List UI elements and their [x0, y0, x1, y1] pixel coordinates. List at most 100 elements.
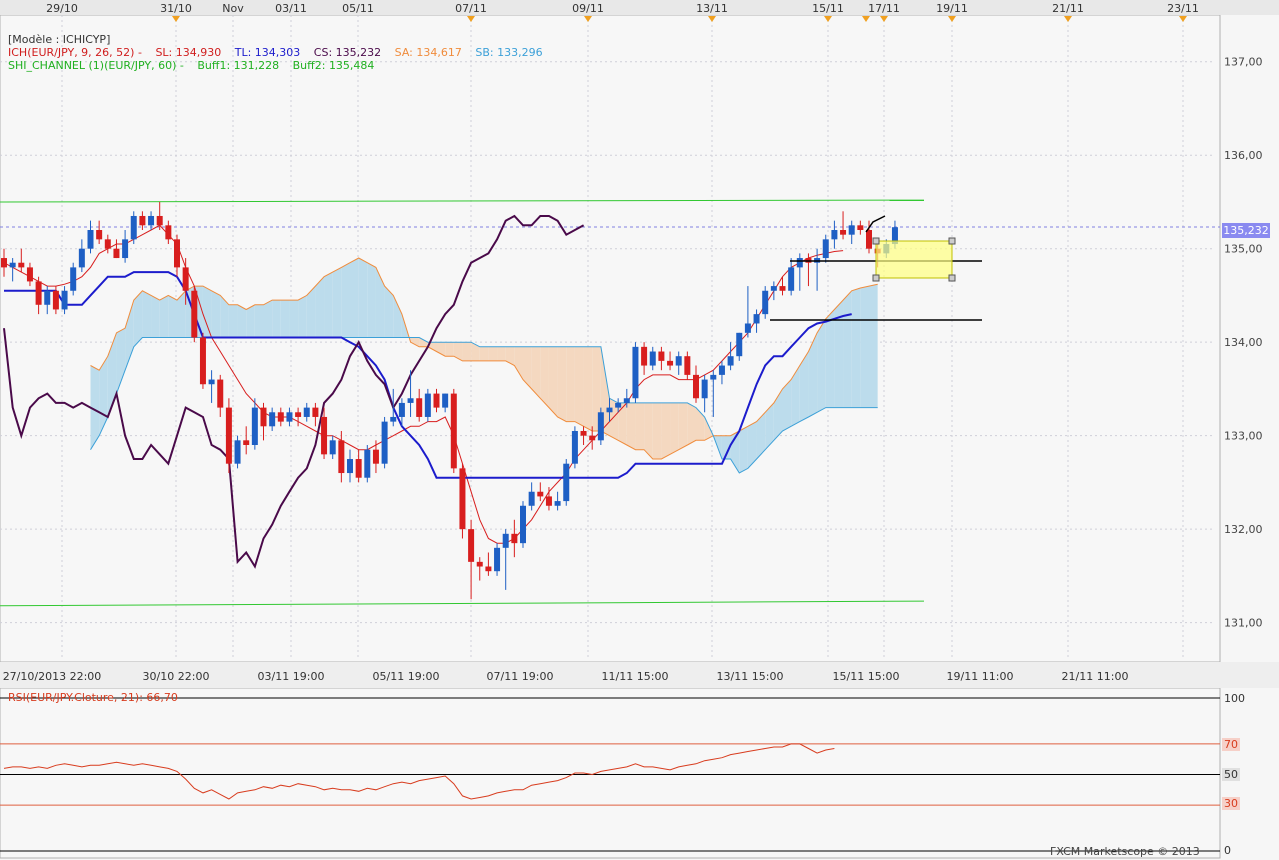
- candle-body: [744, 323, 751, 333]
- cloud-segment: [384, 286, 394, 338]
- candle-body: [1, 258, 7, 268]
- cloud-segment: [635, 402, 645, 450]
- cloud-segment: [220, 295, 229, 338]
- shi-channel-legend: SHI_CHANNEL (1)(EUR/JPY, 60) - Buff1: 13…: [8, 59, 384, 72]
- rsi-level-0: 0: [1224, 844, 1231, 857]
- rsi-level-70: 70: [1222, 738, 1240, 751]
- price-tick-label: 132,00: [1224, 523, 1263, 536]
- cloud-segment: [644, 402, 653, 460]
- price-tick-label: 131,00: [1224, 617, 1263, 630]
- candle-14: [122, 230, 129, 263]
- candle-body: [260, 407, 267, 427]
- rsi-level-30: 30: [1222, 797, 1240, 810]
- candle-51: [442, 393, 449, 413]
- candle-45: [390, 388, 397, 427]
- candle-body: [520, 505, 526, 544]
- candle-body: [667, 360, 674, 366]
- shi-channel-buff2: Buff2: 135,484: [292, 59, 375, 72]
- candle-22: [191, 286, 198, 343]
- price-tick-label: 136,00: [1224, 149, 1263, 162]
- cloud-segment: [133, 290, 143, 347]
- candle-97: [840, 211, 847, 240]
- candle-body: [684, 356, 691, 375]
- top-axis-label: 09/11: [572, 2, 604, 15]
- candle-64: [554, 491, 561, 511]
- candle-body: [632, 346, 639, 399]
- cloud-segment: [817, 318, 826, 413]
- top-axis-label: 15/11: [812, 2, 844, 15]
- cloud-segment: [298, 295, 307, 338]
- shi-channel-buff1: Buff1: 131,228: [197, 59, 280, 72]
- cloud-segment: [332, 267, 342, 338]
- candle-body: [891, 227, 898, 245]
- candle-77: [667, 351, 674, 371]
- bottom-axis-bg: [0, 662, 1279, 688]
- candle-99: [857, 220, 864, 235]
- cloud-segment: [246, 304, 255, 338]
- highlight-handle-0: [872, 237, 880, 245]
- candle-body: [295, 412, 302, 417]
- cloud-segment: [90, 365, 100, 450]
- event-marker-icon-9: [1179, 16, 1187, 22]
- candle-body: [831, 230, 838, 240]
- candle-19: [165, 220, 172, 245]
- cloud-segment: [228, 304, 238, 338]
- event-marker-icon-8: [1064, 16, 1072, 22]
- cloud-segment: [557, 346, 567, 422]
- ichimoku-sb: SB: 133,296: [475, 46, 543, 59]
- bottom-axis-label: 13/11 15:00: [717, 670, 784, 683]
- candle-74: [641, 342, 648, 375]
- candle-body: [571, 430, 578, 464]
- candle-92: [796, 253, 803, 291]
- cloud-segment: [107, 332, 117, 417]
- kijun-sen-line: [4, 271, 852, 479]
- cloud-segment: [168, 295, 177, 338]
- candle-89: [770, 281, 777, 301]
- candle-49: [424, 388, 431, 422]
- candle-76: [658, 346, 665, 371]
- cloud-segment: [523, 346, 532, 389]
- candle-8: [70, 262, 77, 296]
- candle-29: [251, 398, 258, 450]
- cloud-segment: [505, 346, 515, 366]
- candle-40: [347, 449, 353, 483]
- bottom-axis-label: 27/10/2013 22:00: [3, 670, 102, 683]
- cloud-segment: [670, 402, 679, 455]
- candle-body: [355, 459, 362, 478]
- ichimoku-cs: CS: 135,232: [313, 46, 382, 59]
- candle-28: [243, 426, 250, 455]
- candle-body: [822, 239, 829, 259]
- cloud-segment: [834, 300, 844, 408]
- cloud-segment: [661, 402, 671, 460]
- candle-41: [355, 449, 362, 483]
- candle-body: [338, 440, 345, 474]
- candle-83: [718, 360, 725, 385]
- candle-body: [424, 393, 431, 417]
- top-axis-label: 19/11: [936, 2, 968, 15]
- candle-body: [615, 402, 622, 408]
- cloud-segment: [393, 295, 402, 338]
- candle-15: [130, 211, 137, 245]
- cloud-segment: [497, 346, 506, 361]
- price-tick-label: 135,00: [1224, 243, 1263, 256]
- candle-38: [329, 435, 336, 460]
- candle-body: [753, 314, 760, 324]
- candle-66: [571, 426, 578, 469]
- cloud-segment: [696, 407, 705, 441]
- candle-body: [641, 346, 648, 366]
- cloud-segment: [739, 426, 748, 474]
- candle-69: [597, 407, 604, 445]
- candle-35: [303, 402, 310, 422]
- candle-61: [528, 482, 535, 511]
- candle-52: [450, 388, 457, 474]
- candle-9: [78, 239, 85, 273]
- candle-86: [744, 286, 751, 338]
- event-marker-icon-1: [467, 16, 475, 22]
- candle-body: [277, 412, 284, 422]
- rsi-line: [3, 743, 835, 800]
- cloud-segment: [791, 365, 800, 427]
- highlight-handle-3: [948, 274, 956, 282]
- candle-body: [597, 412, 604, 441]
- candle-body: [840, 230, 847, 235]
